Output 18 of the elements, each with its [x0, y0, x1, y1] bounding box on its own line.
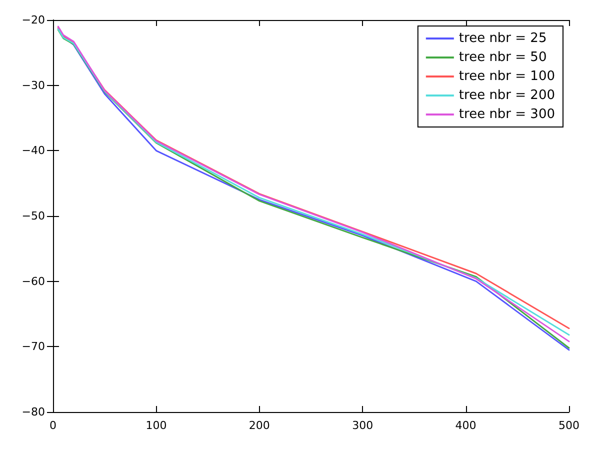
y-tick-label: −30 — [22, 78, 45, 92]
legend-label: tree nbr = 100 — [458, 69, 556, 84]
x-tick-label: 100 — [146, 419, 167, 432]
x-tick-label: 500 — [558, 419, 580, 432]
y-tick-label: −50 — [22, 210, 45, 222]
y-tick-label: −40 — [22, 144, 45, 158]
x-tick-label: 200 — [248, 419, 270, 432]
y-tick-label: −70 — [22, 340, 45, 354]
x-tick-label: 400 — [455, 419, 476, 432]
y-tick-label: −20 — [22, 14, 45, 26]
legend-label: tree nbr = 50 — [458, 50, 547, 65]
legend-label: tree nbr = 25 — [458, 31, 547, 46]
x-tick-label: 300 — [352, 419, 374, 432]
y-tick-label: −80 — [22, 406, 45, 418]
legend-label: tree nbr = 200 — [458, 88, 556, 103]
legend-label: tree nbr = 300 — [458, 107, 556, 122]
x-tick-label: 0 — [50, 419, 56, 432]
y-tick-label: −60 — [22, 274, 45, 288]
